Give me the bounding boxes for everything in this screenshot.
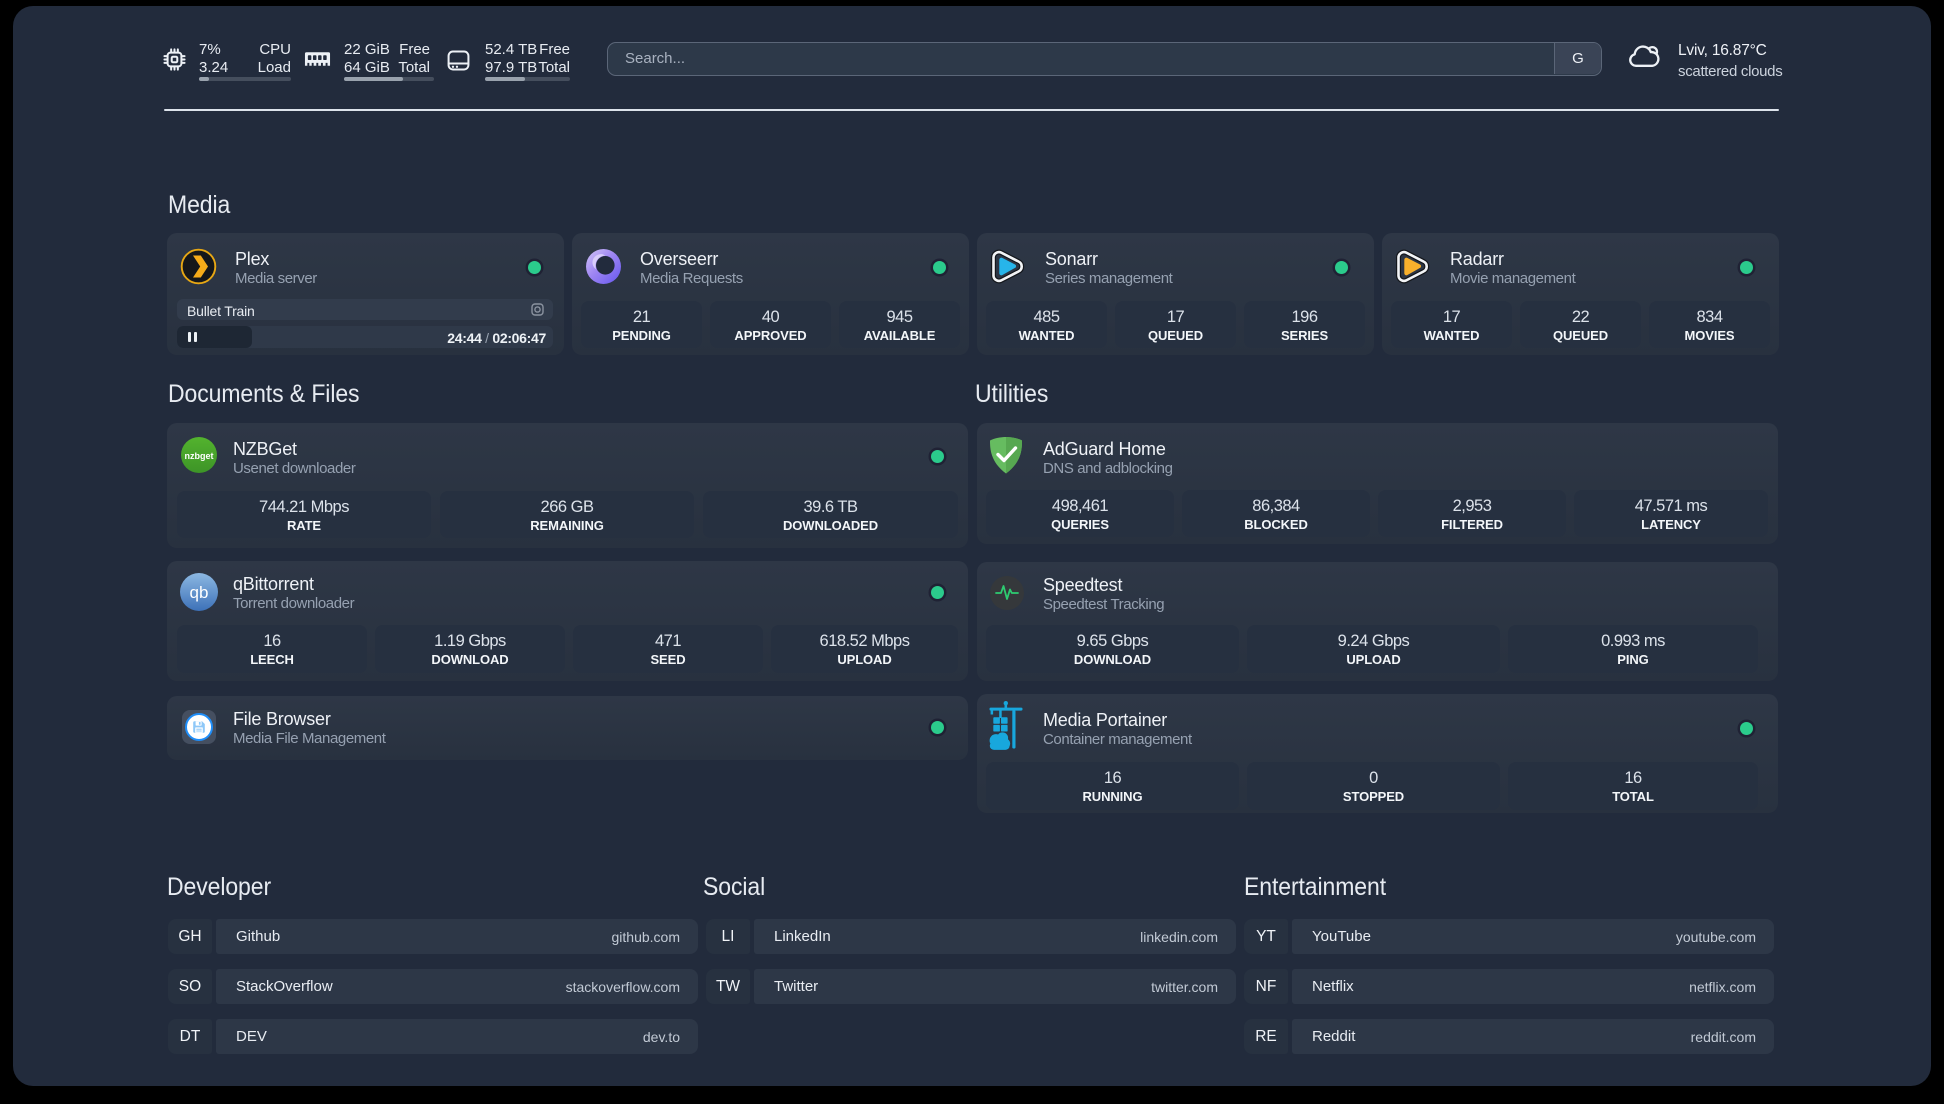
svg-text:nzbget: nzbget [185,451,214,461]
svg-text:qb: qb [190,583,209,602]
